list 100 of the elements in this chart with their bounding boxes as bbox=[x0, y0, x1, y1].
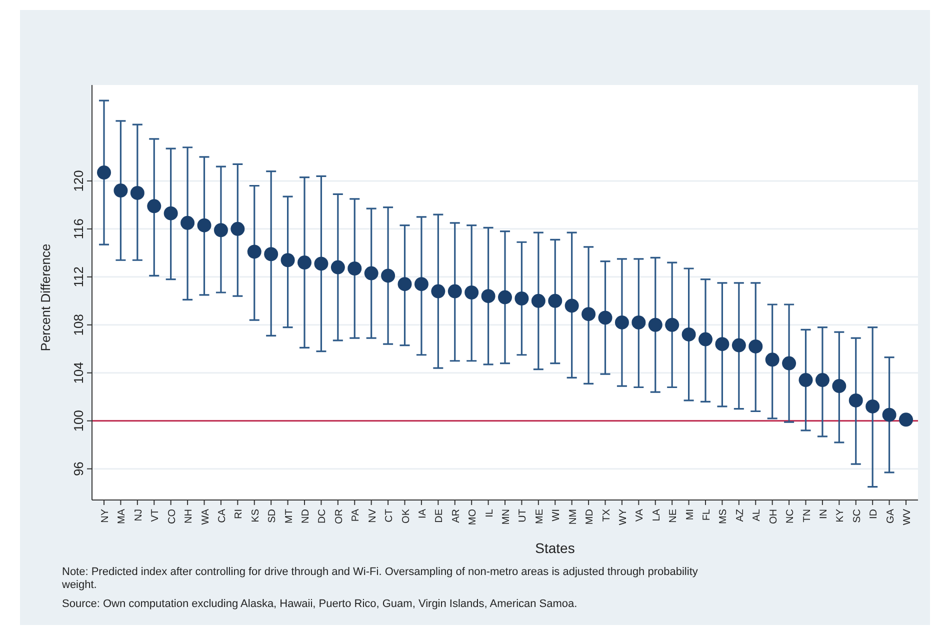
x-tick-label: CT bbox=[384, 509, 396, 522]
x-tick-label: IL bbox=[484, 508, 496, 518]
point bbox=[464, 286, 479, 300]
point bbox=[748, 339, 763, 354]
point bbox=[180, 216, 195, 230]
point bbox=[765, 352, 780, 367]
point bbox=[598, 310, 612, 325]
point bbox=[498, 290, 512, 304]
x-tick-label: NV bbox=[367, 508, 378, 523]
x-tick-label: MD bbox=[584, 509, 596, 525]
x-tick-label: KS bbox=[250, 508, 262, 522]
x-tick-label: SC bbox=[852, 509, 863, 523]
text: Note: Predicted index after controlling for drive through and Wi-Fi. Oversampling of non-metro areas is adjusted through probability weight. bbox=[61, 566, 698, 591]
point bbox=[164, 206, 178, 220]
point bbox=[97, 166, 111, 180]
x-tick-label: OR bbox=[334, 509, 345, 524]
point bbox=[214, 223, 228, 238]
point bbox=[531, 294, 546, 308]
y-axis-title: Percent Difference bbox=[38, 244, 53, 352]
x-tick-label: VT bbox=[150, 509, 162, 522]
point bbox=[298, 256, 312, 270]
point bbox=[364, 266, 378, 280]
x-tick-label: LA bbox=[651, 508, 662, 522]
point bbox=[314, 256, 328, 271]
x-tick-label: UT bbox=[518, 509, 529, 522]
point bbox=[381, 268, 396, 283]
x-tick-label: ID bbox=[868, 509, 880, 519]
x-tick-label: OK bbox=[400, 508, 412, 524]
x-tick-label: NY bbox=[100, 508, 111, 523]
point bbox=[564, 298, 579, 313]
x-tick-label: MT bbox=[284, 509, 295, 524]
x-tick-label: CA bbox=[216, 508, 228, 523]
point bbox=[330, 260, 345, 274]
point bbox=[698, 332, 712, 346]
x-tick-label: TX bbox=[601, 508, 612, 522]
x-tick-label: IA bbox=[417, 508, 428, 518]
point bbox=[782, 356, 796, 370]
point bbox=[230, 222, 245, 236]
x-tick-label: IN bbox=[818, 509, 830, 519]
point bbox=[247, 244, 262, 259]
x-tick-label: DE bbox=[434, 508, 446, 523]
point bbox=[448, 284, 462, 298]
x-tick-label: NM bbox=[568, 509, 579, 525]
point bbox=[481, 289, 496, 304]
x-tick-label: RI bbox=[234, 509, 245, 519]
point bbox=[548, 294, 562, 308]
point bbox=[264, 247, 278, 262]
point bbox=[715, 337, 730, 352]
point bbox=[732, 338, 746, 352]
point bbox=[882, 408, 896, 422]
x-tick-label: NJ bbox=[133, 509, 144, 522]
x-tick-label: ND bbox=[300, 509, 312, 524]
x-tick-label: WY bbox=[618, 508, 629, 526]
point bbox=[197, 218, 212, 232]
point bbox=[832, 379, 846, 394]
x-tick-label: MI bbox=[684, 509, 696, 520]
point bbox=[348, 262, 362, 276]
point bbox=[582, 307, 596, 322]
x-tick-label: DC bbox=[317, 509, 328, 524]
x-tick-label: NH bbox=[184, 509, 195, 524]
x-tick-label: AL bbox=[752, 508, 763, 522]
x-tick-label: MN bbox=[501, 509, 512, 525]
y-tick-label: 116 bbox=[71, 218, 86, 240]
x-tick-label: AR bbox=[450, 509, 462, 523]
point bbox=[682, 327, 696, 342]
point bbox=[866, 399, 880, 414]
point bbox=[130, 186, 144, 200]
point bbox=[665, 318, 680, 332]
x-tick-label: MO bbox=[468, 508, 479, 526]
x-tick-label: NE bbox=[668, 508, 680, 523]
point bbox=[614, 316, 629, 330]
point bbox=[798, 373, 813, 388]
point bbox=[280, 253, 295, 268]
point bbox=[899, 412, 913, 427]
x-tick-label: FL bbox=[702, 508, 712, 521]
x-tick-label: MA bbox=[116, 508, 128, 524]
x-axis-title: States bbox=[535, 540, 575, 556]
point bbox=[848, 393, 863, 408]
x-tick-label: MS bbox=[718, 508, 730, 524]
point bbox=[414, 277, 428, 292]
y-tick-label: 100 bbox=[71, 410, 86, 432]
y-tick-label: 112 bbox=[71, 266, 86, 288]
x-tick-label: GA bbox=[885, 508, 896, 524]
x-tick-label: WV bbox=[902, 508, 913, 526]
y-tick-label: 120 bbox=[71, 170, 86, 192]
point bbox=[431, 284, 446, 298]
x-tick-label: WA bbox=[200, 508, 212, 525]
x-tick-label: OH bbox=[768, 509, 780, 524]
y-tick-label: 104 bbox=[71, 362, 86, 384]
x-tick-label: PA bbox=[350, 508, 362, 522]
x-tick-label: NC bbox=[785, 509, 796, 524]
x-tick-label: WI bbox=[551, 509, 562, 522]
source-note: Source: Own computation excluding Alaska, Hawaii, Puerto Rico, Guam, Virgin Islands, American Samoa. bbox=[62, 598, 578, 610]
point bbox=[147, 199, 162, 214]
x-tick-label: VA bbox=[634, 508, 646, 522]
x-tick-label: CO bbox=[166, 508, 178, 524]
x-tick-label: ME bbox=[534, 508, 546, 524]
y-tick-label: 108 bbox=[71, 314, 86, 336]
point bbox=[514, 292, 529, 306]
x-tick-label: TN bbox=[802, 509, 813, 522]
